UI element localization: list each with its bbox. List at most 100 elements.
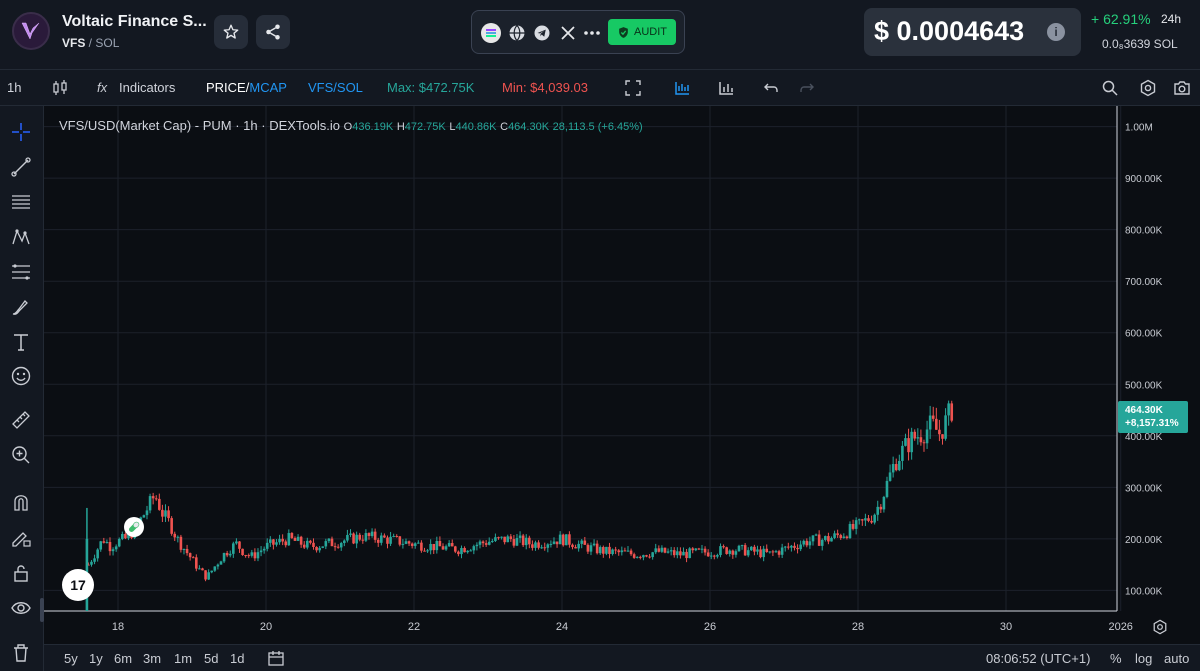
- candle-body: [528, 537, 531, 545]
- candle-body: [642, 555, 645, 558]
- candle-body: [605, 546, 608, 554]
- percent-toggle[interactable]: %: [1110, 651, 1122, 666]
- pattern-tool[interactable]: [9, 225, 33, 249]
- candle-body: [709, 555, 713, 557]
- horizontal-lines-tool[interactable]: [9, 190, 33, 214]
- range-5y[interactable]: 5y: [64, 651, 78, 666]
- y-tick-label: 500.00K: [1125, 380, 1163, 391]
- share-button[interactable]: [256, 15, 290, 49]
- candle-body: [191, 557, 195, 559]
- candle-body: [768, 551, 772, 553]
- range-1m[interactable]: 1m: [174, 651, 193, 666]
- candle-body: [808, 541, 812, 546]
- chart-style-button[interactable]: [672, 78, 692, 98]
- candle-body: [759, 549, 762, 558]
- price-mcap-toggle[interactable]: PRICE/MCAP: [206, 80, 287, 95]
- range-5d[interactable]: 5d: [204, 651, 219, 666]
- candle-body: [595, 543, 599, 554]
- solana-link[interactable]: [481, 23, 501, 43]
- lock-drawing-tool[interactable]: [9, 526, 33, 550]
- volume-button[interactable]: [716, 78, 736, 98]
- candle-body: [364, 533, 368, 541]
- axis-settings-button[interactable]: [1150, 617, 1170, 637]
- x-link[interactable]: [558, 23, 578, 43]
- crosshair-tool[interactable]: [9, 120, 33, 144]
- candle-body: [531, 544, 534, 548]
- fullscreen-button[interactable]: [623, 78, 643, 98]
- more-links-button[interactable]: [582, 23, 602, 43]
- token-price: $ 0.0004643: [874, 16, 1025, 46]
- indicators-button[interactable]: Indicators: [119, 80, 176, 95]
- range-6m[interactable]: 6m: [114, 651, 133, 666]
- candle-body: [457, 551, 460, 555]
- website-link[interactable]: [507, 23, 527, 43]
- candle-body: [232, 543, 235, 554]
- audit-button[interactable]: AUDIT: [608, 19, 676, 45]
- candle-body: [407, 541, 411, 544]
- candle-body: [719, 546, 722, 556]
- chart-type-button[interactable]: [50, 78, 70, 98]
- range-1y[interactable]: 1y: [89, 651, 103, 666]
- fib-tool[interactable]: [9, 260, 33, 284]
- delete-drawings-tool[interactable]: [9, 641, 33, 665]
- info-icon[interactable]: i: [1047, 23, 1065, 41]
- candle-body: [645, 555, 648, 557]
- measure-tool[interactable]: [9, 408, 33, 432]
- candle-body: [164, 510, 167, 517]
- price-chart[interactable]: 100.00K 200.00K 300.00K 400.00K 500.00K 600.0…: [44, 106, 1200, 644]
- text-tool[interactable]: [9, 330, 33, 354]
- snapshot-button[interactable]: [1172, 78, 1192, 98]
- chart-settings-button[interactable]: [1138, 78, 1158, 98]
- quick-search-button[interactable]: [1100, 78, 1120, 98]
- candle-body: [358, 534, 362, 540]
- undo-button[interactable]: [761, 78, 781, 98]
- candle-body: [188, 553, 192, 558]
- visibility-tool[interactable]: [9, 596, 33, 620]
- lock-tool[interactable]: [9, 561, 33, 585]
- candle-body: [922, 442, 926, 444]
- candle-body: [737, 545, 741, 552]
- favorite-button[interactable]: [214, 15, 248, 49]
- candle-body: [728, 550, 732, 554]
- candle-body: [241, 548, 244, 556]
- candle-body: [648, 556, 651, 558]
- tradingview-logo[interactable]: 17: [62, 569, 94, 601]
- zoom-tool[interactable]: [9, 443, 33, 467]
- candle-body: [851, 523, 855, 529]
- sidebar-scrollbar[interactable]: [40, 598, 44, 622]
- auto-toggle[interactable]: auto: [1164, 651, 1190, 666]
- interval-button[interactable]: 1h: [7, 80, 22, 95]
- candle-body: [450, 543, 454, 547]
- candle-body: [885, 480, 889, 497]
- candle-body: [312, 542, 315, 548]
- pill-marker-icon[interactable]: [124, 517, 144, 537]
- pair-quote: SOL: [95, 36, 120, 50]
- pair-toggle[interactable]: VFS/SOL: [308, 80, 363, 95]
- calendar-icon: [268, 651, 284, 666]
- x-tick-label: 28: [852, 621, 864, 633]
- x-tick-label: 22: [408, 621, 420, 633]
- candle-body: [509, 536, 513, 540]
- candle-body: [512, 539, 516, 546]
- candle-body: [913, 431, 917, 439]
- chart-area[interactable]: 100.00K 200.00K 300.00K 400.00K 500.00K 600.0…: [44, 106, 1200, 671]
- magnet-tool[interactable]: [9, 490, 33, 514]
- range-1d[interactable]: 1d: [230, 651, 245, 666]
- candle-body: [145, 510, 149, 516]
- candle-body: [558, 534, 562, 545]
- candle-body: [700, 548, 704, 550]
- range-3m[interactable]: 3m: [143, 651, 162, 666]
- candle-body: [423, 550, 426, 552]
- clock[interactable]: 08:06:52 (UTC+1): [986, 651, 1091, 666]
- date-range-button[interactable]: [266, 648, 286, 668]
- candle-body: [484, 543, 488, 545]
- candle-body: [290, 533, 294, 538]
- svg-text:fx: fx: [97, 80, 108, 95]
- telegram-link[interactable]: [532, 23, 552, 43]
- log-toggle[interactable]: log: [1135, 651, 1153, 666]
- brush-tool[interactable]: [9, 295, 33, 319]
- trendline-tool[interactable]: [9, 155, 33, 179]
- emoji-tool[interactable]: [9, 364, 33, 388]
- redo-button[interactable]: [797, 78, 817, 98]
- candle-body: [857, 519, 861, 521]
